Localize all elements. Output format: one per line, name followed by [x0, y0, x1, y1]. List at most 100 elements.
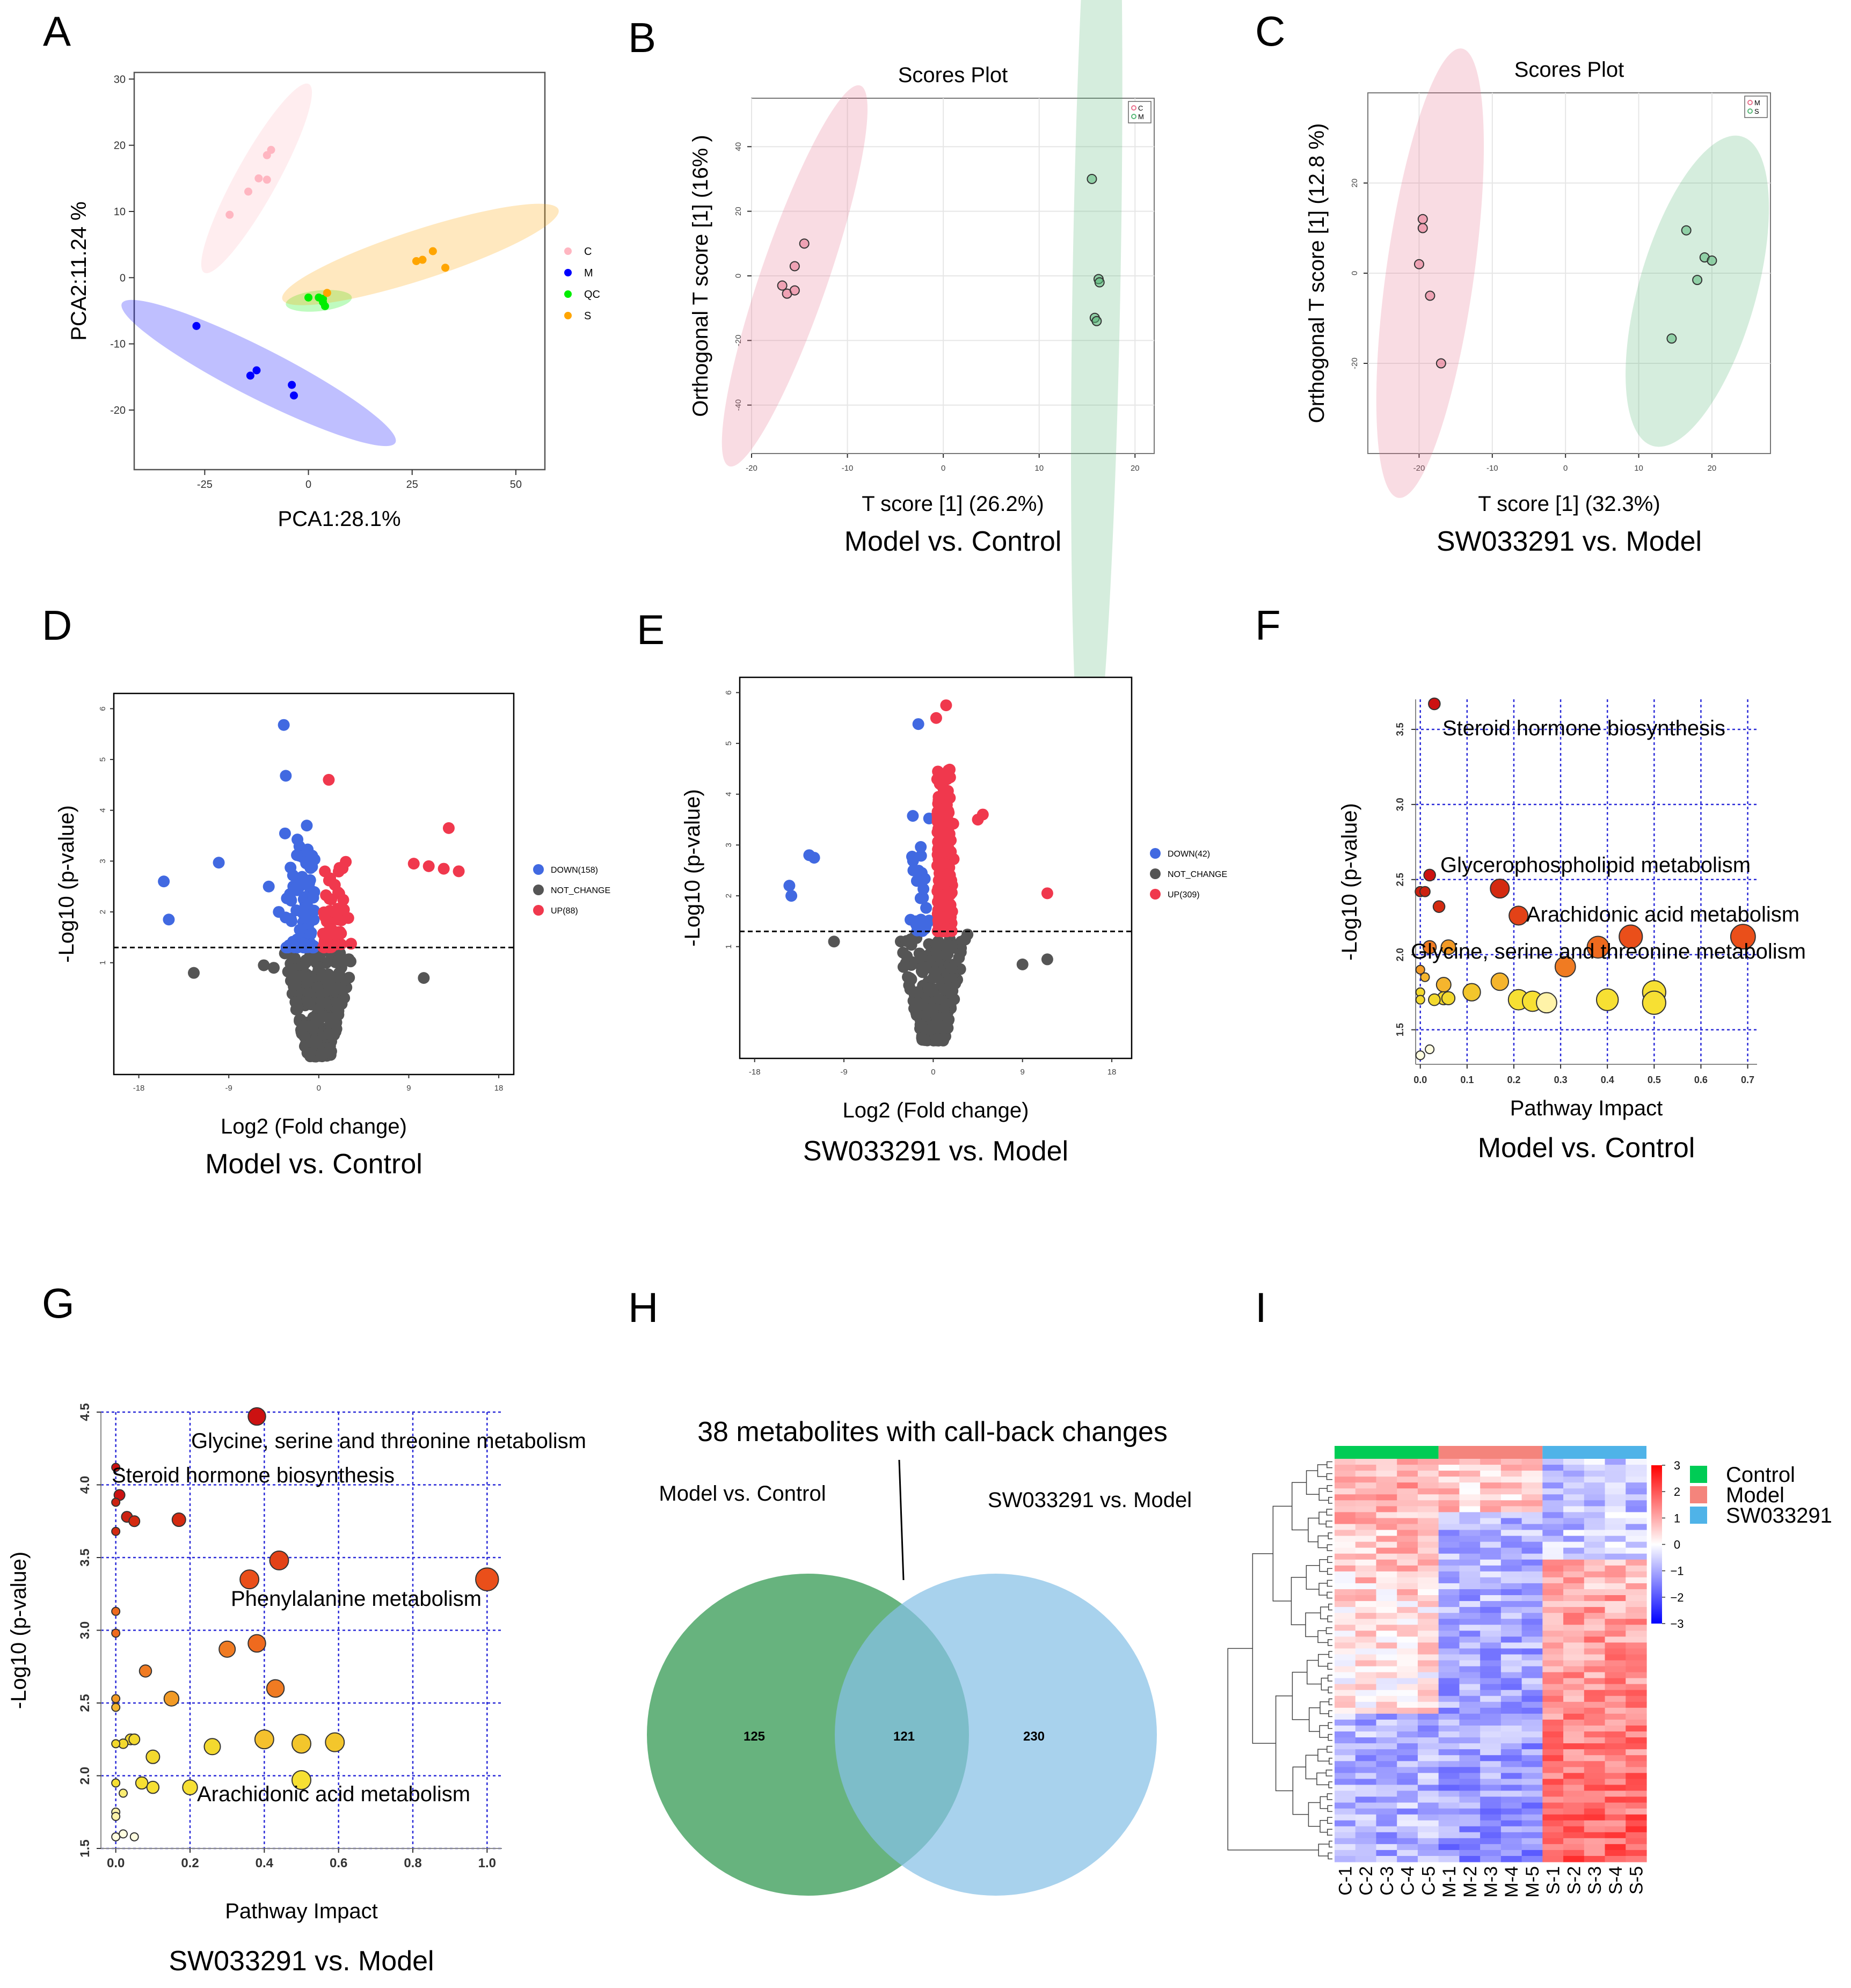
- heatmap-cell: [1605, 1583, 1626, 1590]
- y-tick-label: 2.5: [78, 1694, 92, 1712]
- heatmap-cell: [1417, 1779, 1439, 1786]
- heatmap-cell: [1584, 1571, 1606, 1578]
- heatmap-cell: [1500, 1465, 1522, 1471]
- heatmap-cell: [1335, 1826, 1356, 1833]
- legend-marker: [1150, 868, 1161, 879]
- heatmap-cell: [1605, 1541, 1626, 1548]
- heatmap-cell: [1417, 1790, 1439, 1797]
- heatmap-cell: [1584, 1506, 1606, 1512]
- heatmap-cell: [1584, 1565, 1606, 1572]
- pathway-point: [1440, 939, 1456, 955]
- heatmap-cell: [1584, 1695, 1606, 1702]
- legend-swatch: [1690, 1466, 1707, 1483]
- pathway-point: [171, 1512, 186, 1527]
- heatmap-cell: [1584, 1785, 1606, 1792]
- heatmap-cell: [1500, 1477, 1522, 1483]
- heatmap-cell: [1500, 1838, 1522, 1845]
- data-point-c: [254, 174, 263, 182]
- heatmap-cell: [1417, 1672, 1439, 1679]
- heatmap-cell: [1438, 1820, 1460, 1827]
- heatmap-cell: [1605, 1524, 1626, 1531]
- heatmap-cell: [1626, 1737, 1647, 1744]
- panel-letter-i: I: [1255, 1284, 1267, 1331]
- heatmap-cell: [1542, 1796, 1564, 1803]
- heatmap-cell: [1563, 1855, 1585, 1862]
- heatmap-cell: [1626, 1767, 1647, 1773]
- dendrogram-branch: [1320, 1819, 1328, 1833]
- heatmap-cell: [1480, 1666, 1502, 1673]
- heatmap-cell: [1584, 1690, 1606, 1697]
- heatmap-cell: [1500, 1601, 1522, 1607]
- heatmap-cell: [1355, 1577, 1377, 1584]
- heatmap-cell: [1626, 1755, 1647, 1762]
- heatmap-cell: [1521, 1749, 1543, 1756]
- heatmap-cell: [1397, 1589, 1418, 1596]
- heatmap-cell: [1542, 1631, 1564, 1637]
- heatmap-cell: [1605, 1850, 1626, 1857]
- heatmap-cell: [1459, 1844, 1481, 1851]
- heatmap-cell: [1584, 1536, 1606, 1543]
- data-point-m: [1413, 259, 1424, 269]
- heatmap-cell: [1605, 1660, 1626, 1667]
- legend-marker: [564, 312, 572, 319]
- x-tick-label: 0.3: [1554, 1075, 1568, 1085]
- heatmap-cell: [1417, 1541, 1439, 1548]
- heatmap-cell: [1417, 1832, 1439, 1839]
- heatmap-cell: [1459, 1820, 1481, 1827]
- x-axis-label: Log2 (Fold change): [221, 1115, 407, 1138]
- heatmap-cell: [1521, 1601, 1543, 1607]
- heatmap-cell: [1335, 1530, 1356, 1537]
- heatmap-cell: [1438, 1482, 1460, 1489]
- heatmap-cell: [1521, 1530, 1543, 1537]
- x-axis-label: Log2 (Fold change): [843, 1099, 1029, 1122]
- heatmap-cell: [1397, 1583, 1418, 1590]
- heatmap-cell: [1521, 1619, 1543, 1625]
- heatmap-cell: [1417, 1749, 1439, 1756]
- heatmap-cell: [1376, 1565, 1397, 1572]
- legend-swatch: [1690, 1507, 1707, 1524]
- heatmap-cell: [1438, 1512, 1460, 1519]
- heatmap-cell: [1626, 1719, 1647, 1726]
- heatmap-cell: [1500, 1500, 1522, 1507]
- heatmap-cell: [1376, 1619, 1397, 1625]
- heatmap-cell: [1397, 1755, 1418, 1762]
- y-axis-label: -Log10 (p-value): [681, 789, 704, 947]
- up-point: [438, 863, 450, 875]
- heatmap-cell: [1335, 1695, 1356, 1702]
- heatmap-cell: [1480, 1660, 1502, 1667]
- heatmap-cell: [1417, 1500, 1439, 1507]
- heatmap-cell: [1626, 1619, 1647, 1625]
- x-tick-label: 0: [305, 479, 311, 491]
- heatmap-cell: [1355, 1571, 1377, 1578]
- up-point: [930, 712, 942, 724]
- heatmap-cell: [1480, 1690, 1502, 1697]
- not-change-point: [948, 993, 960, 1005]
- heatmap-cell: [1438, 1541, 1460, 1548]
- legend-label: M: [584, 267, 593, 279]
- heatmap-cell: [1500, 1625, 1522, 1631]
- heatmap-cell: [1438, 1530, 1460, 1537]
- heatmap-cell: [1335, 1625, 1356, 1631]
- heatmap-cell: [1417, 1855, 1439, 1862]
- heatmap-cell: [1626, 1749, 1647, 1756]
- panel-letter-a: A: [43, 8, 71, 55]
- down-point: [915, 840, 927, 853]
- heatmap-cell: [1376, 1678, 1397, 1685]
- heatmap-cell: [1480, 1802, 1502, 1809]
- heatmap-cell: [1563, 1701, 1585, 1708]
- heatmap-cell: [1521, 1850, 1543, 1857]
- pathway-point: [1536, 992, 1557, 1014]
- heatmap-cell: [1480, 1465, 1502, 1471]
- x-tick-label: 0.6: [330, 1856, 347, 1870]
- heatmap-cell: [1397, 1465, 1418, 1471]
- heatmap-cell: [1605, 1719, 1626, 1726]
- down-point: [920, 902, 932, 914]
- not-change-point: [282, 966, 294, 978]
- not-change-point: [961, 929, 974, 941]
- heatmap-cell: [1584, 1459, 1606, 1465]
- heatmap-cell: [1355, 1482, 1377, 1489]
- heatmap-cell: [1417, 1713, 1439, 1720]
- heatmap-cell: [1438, 1725, 1460, 1732]
- heatmap-cell: [1355, 1701, 1377, 1708]
- dendrogram-branch: [1327, 1544, 1332, 1551]
